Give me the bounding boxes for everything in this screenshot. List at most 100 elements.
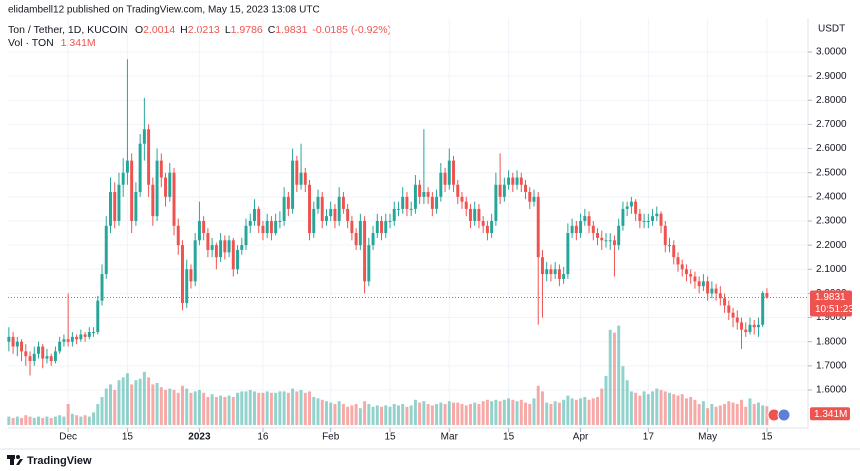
volume-bar — [574, 399, 578, 425]
volume-bar — [545, 402, 549, 425]
candle-body — [668, 245, 671, 247]
y-tick-label: 2.8000 — [816, 95, 847, 106]
candle-body — [49, 356, 53, 362]
candle-body — [380, 220, 384, 234]
candle-body — [219, 240, 223, 258]
candle-body — [375, 220, 379, 234]
volume-bar — [646, 394, 650, 425]
volume-bar — [684, 398, 688, 425]
volume-bar — [485, 399, 489, 425]
volume-bar — [422, 401, 426, 425]
candle-body — [337, 196, 341, 221]
volume-bar — [193, 391, 197, 425]
candle-body — [468, 208, 472, 221]
volume-bar — [689, 397, 693, 425]
y-tick-label: 2.5000 — [816, 167, 847, 178]
candle-body — [189, 269, 193, 282]
volume-bar — [53, 416, 57, 425]
candle-body — [651, 216, 655, 221]
candle-body — [371, 233, 375, 246]
volume-bar — [524, 402, 528, 425]
volume-bar — [295, 391, 299, 425]
volume-bar — [756, 402, 760, 425]
volume-bar — [396, 405, 400, 425]
candle-body — [100, 274, 104, 301]
volume-bar — [252, 391, 256, 425]
volume-bar — [265, 391, 269, 425]
volume-bar — [151, 384, 155, 425]
volume-bar — [553, 401, 557, 425]
candle-body — [409, 208, 413, 210]
candle-body — [587, 216, 591, 226]
volume-bar — [206, 397, 210, 425]
candle-body — [244, 225, 248, 246]
volume-bar — [392, 404, 396, 425]
candle-body — [532, 196, 536, 202]
candle-body — [185, 269, 189, 304]
candle-body — [333, 208, 337, 221]
volume-bar — [130, 384, 134, 425]
volume-bar — [15, 416, 19, 425]
volume-bar — [138, 378, 142, 425]
volume-bar — [100, 397, 104, 425]
volume-bar — [447, 401, 451, 425]
candle-body — [596, 233, 600, 238]
ohlc-label: H — [180, 24, 188, 36]
volume-bar — [125, 373, 129, 425]
candle-body — [53, 351, 57, 362]
candle-body — [159, 160, 163, 178]
candle-body — [761, 293, 765, 325]
x-tick-label: 16 — [257, 432, 269, 443]
candle-body — [617, 225, 621, 246]
candle-body — [485, 225, 489, 234]
volume-bar — [41, 418, 45, 425]
volume-bar — [634, 392, 638, 425]
volume-bar — [308, 391, 312, 425]
candle-body — [176, 225, 180, 246]
candle-body — [562, 274, 566, 279]
volume-bar — [519, 399, 523, 425]
volume-bar — [11, 418, 15, 425]
volume-bar — [659, 390, 663, 425]
volume-bar — [536, 385, 540, 425]
candle-body — [113, 192, 117, 221]
candle-body — [460, 196, 464, 202]
volume-bar — [528, 404, 532, 425]
volume-value: 1.341M — [61, 37, 96, 49]
candle-body — [515, 177, 519, 185]
volume-legend: Vol · TON 1.341M — [8, 37, 96, 49]
volume-bar — [70, 413, 74, 425]
y-tick-label: 2.9000 — [816, 71, 847, 82]
volume-bar — [261, 392, 265, 425]
candle-body — [109, 192, 112, 226]
volume-bar — [210, 394, 214, 425]
volume-bar — [604, 376, 608, 425]
volume-bar — [468, 404, 472, 425]
volume-bar — [214, 397, 218, 425]
candle-body — [324, 216, 328, 221]
candle-body — [477, 208, 481, 221]
candle-body — [723, 298, 727, 306]
volume-bar — [371, 406, 375, 425]
candle-body — [464, 201, 468, 209]
candle-body — [130, 160, 134, 221]
volume-bar — [380, 406, 384, 425]
candle-body — [473, 208, 477, 221]
candle-body — [642, 220, 646, 222]
candle-body — [502, 184, 506, 197]
volume-bar — [388, 406, 392, 425]
candle-body — [663, 225, 667, 246]
y-tick-label: 3.0000 — [816, 47, 847, 58]
x-tick-label: 15 — [503, 432, 515, 443]
volume-bar — [477, 404, 481, 425]
candle-body — [646, 220, 650, 222]
candle-body — [341, 196, 345, 209]
candle-body — [308, 184, 312, 234]
volume-bar — [350, 405, 354, 425]
volume-bar — [617, 325, 621, 425]
candle-body — [456, 184, 460, 197]
volume-bar — [557, 402, 561, 425]
candle-body — [164, 177, 168, 197]
x-tick-label: 15 — [761, 432, 773, 443]
